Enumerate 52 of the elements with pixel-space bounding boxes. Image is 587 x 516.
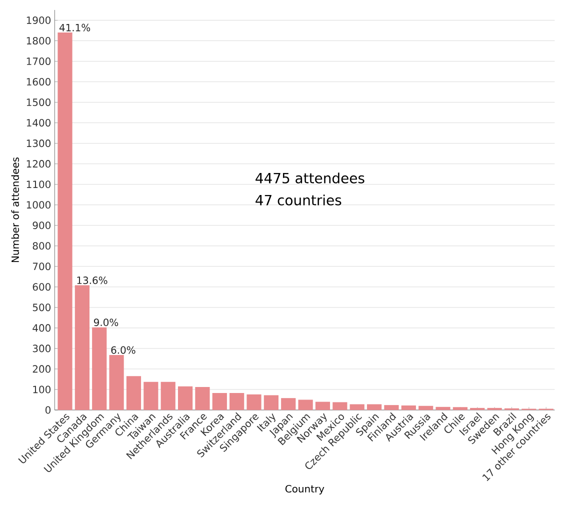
- bar: [401, 405, 416, 410]
- y-tick-label: 400: [32, 324, 51, 332]
- y-tick-label: 200: [32, 365, 51, 373]
- bar: [298, 400, 313, 410]
- y-tick-label: 1200: [26, 160, 51, 168]
- bar: [109, 355, 124, 410]
- bar: [350, 404, 364, 410]
- y-axis-title: Number of attendees: [11, 157, 19, 262]
- y-tick-label: 1700: [26, 57, 51, 66]
- bar: [230, 392, 244, 410]
- y-tick-label: 0: [45, 406, 51, 414]
- bar: [315, 402, 330, 410]
- y-tick-label: 300: [32, 344, 51, 352]
- bar: [246, 394, 262, 410]
- bar: [436, 406, 450, 410]
- y-tick-label: 1000: [26, 201, 51, 209]
- y-tick-label: 100: [33, 386, 51, 394]
- y-tick-label: 1600: [26, 78, 51, 86]
- x-axis-title: Country: [285, 484, 324, 494]
- bar: [178, 386, 193, 410]
- bar: [418, 406, 434, 410]
- y-tick-label: 1300: [26, 140, 51, 148]
- y-tick-label: 800: [32, 242, 51, 250]
- bar: [58, 32, 72, 410]
- bar: [366, 404, 382, 410]
- y-tick-label: 600: [32, 283, 51, 291]
- y-tick-label: 1100: [26, 180, 51, 188]
- bar: [160, 382, 176, 410]
- bar: [126, 376, 142, 410]
- annotation: 41.1%: [59, 24, 90, 32]
- annotation: 6.0%: [111, 346, 136, 354]
- bar: [452, 407, 468, 410]
- y-tick-label: 700: [32, 262, 51, 270]
- annotation: 4475 attendees: [256, 172, 364, 184]
- bar: [332, 402, 348, 410]
- annotation: 47 countries: [256, 194, 342, 206]
- bar: [264, 395, 278, 410]
- bar: [74, 285, 90, 410]
- y-tick-label: 1500: [26, 98, 51, 106]
- y-tick-label: 1800: [26, 36, 51, 45]
- annotation: 13.6%: [77, 276, 108, 284]
- annotation: 9.0%: [94, 318, 118, 326]
- y-tick-label: 1900: [26, 16, 51, 24]
- bar: [195, 387, 210, 410]
- y-tick-label: 1400: [26, 119, 51, 127]
- bar: [92, 327, 107, 410]
- bar: [212, 392, 227, 410]
- y-tick-label: 900: [32, 222, 51, 230]
- bar: [281, 398, 296, 410]
- bar: [144, 382, 158, 410]
- y-tick-label: 500: [32, 304, 51, 312]
- bar: [384, 405, 399, 410]
